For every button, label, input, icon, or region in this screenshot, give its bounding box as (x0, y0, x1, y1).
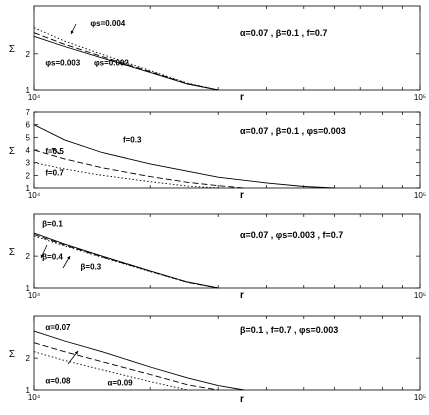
x-tick-label: 10⁴ (28, 191, 41, 200)
parameter-annotation: β=0.1 , f=0.7 , φs=0.003 (240, 325, 338, 335)
panel-3: 1 2 10⁴ 10⁵ r Σβ=0.1 β=0.4 β=0.3 α=0.07 , φs=0.0… (9, 213, 426, 301)
y-axis-label: Σ (9, 349, 15, 360)
arrow-head (70, 30, 74, 34)
parameter-annotation: α=0.07 , β=0.1 , f=0.7 (240, 28, 327, 38)
panel-2: 1 2 3 4 5 6 7 10⁴ 10⁵ r Σf=0.3 f=0.5 f=0.7 α=0.07 , β… (9, 108, 426, 201)
y-tick-label: 1 (26, 284, 31, 293)
parameter-annotation: α=0.07 , φs=0.003 , f=0.7 (240, 230, 343, 240)
x-tick-label: 10⁵ (414, 393, 426, 402)
curve-label: β=0.3 (81, 262, 102, 271)
y-tick-label: 6 (26, 121, 31, 130)
curve-label: f=0.7 (45, 168, 64, 177)
y-tick-label: 1 (26, 184, 31, 193)
plot-frame (33, 315, 421, 391)
arrow-head (52, 148, 56, 152)
plot-frame (33, 5, 421, 91)
parameter-annotation: α=0.07 , β=0.1 , φs=0.003 (240, 126, 346, 136)
curve-label: f=0.3 (123, 135, 142, 144)
curve-label: φs=0.003 (45, 58, 80, 67)
y-tick-label: 1 (26, 386, 31, 395)
arrow-head (67, 256, 70, 260)
series-β=0.4 (33, 234, 219, 289)
arrow-head (40, 254, 44, 258)
y-tick-label: 7 (26, 108, 31, 117)
x-tick-label: 10⁴ (28, 291, 41, 300)
x-tick-label: 10⁵ (414, 291, 426, 300)
curve-label: α=0.08 (45, 377, 71, 386)
x-axis-label: r (240, 394, 244, 405)
curve-label: α=0.07 (45, 323, 71, 332)
x-axis-label: r (240, 290, 244, 301)
series-φs=0.003 (33, 32, 219, 91)
y-tick-label: 2 (26, 252, 31, 261)
y-tick-label: 5 (26, 133, 31, 142)
y-axis-label: Σ (9, 44, 15, 55)
series-α=0.09 (33, 351, 188, 391)
y-tick-label: 2 (26, 50, 31, 59)
series-f=0.7 (33, 162, 219, 189)
y-axis-label: Σ (9, 247, 15, 258)
curve-label: β=0.1 (42, 220, 63, 229)
x-tick-label: 10⁴ (28, 393, 41, 402)
curve-label: φs=0.002 (94, 58, 129, 67)
x-tick-label: 10⁴ (28, 93, 41, 102)
x-tick-label: 10⁵ (414, 191, 426, 200)
curve-label: f=0.5 (45, 147, 64, 156)
curve-label: φs=0.004 (90, 19, 125, 28)
y-tick-label: 1 (26, 86, 31, 95)
plot-frame (33, 111, 421, 189)
x-tick-label: 10⁵ (414, 93, 426, 102)
y-tick-label: 3 (26, 159, 31, 168)
series-α=0.08 (33, 342, 219, 391)
series-f=0.5 (33, 149, 245, 189)
curve-label: α=0.09 (107, 379, 133, 388)
x-axis-label: r (240, 190, 244, 201)
y-tick-label: 2 (26, 354, 31, 363)
y-axis-label: Σ (9, 146, 15, 157)
x-axis-label: r (240, 92, 244, 103)
series-f=0.3 (33, 124, 335, 189)
curve-label: β=0.4 (42, 253, 63, 262)
series-β=0.3 (33, 235, 219, 289)
series-α=0.07 (33, 330, 245, 391)
arrow-head (74, 351, 78, 355)
panel-1: 1 2 10⁴ 10⁵ r Σφs=0.004 φs=0.003 φs=0.002 α=0.07… (9, 5, 426, 103)
y-tick-label: 4 (26, 146, 31, 155)
plot-frame (33, 213, 421, 289)
y-tick-label: 2 (26, 171, 31, 180)
panel-4: 1 2 10⁴ 10⁵ r Σα=0.07 α=0.08 α=0.09 β=0.1 , f=0.… (9, 315, 426, 405)
